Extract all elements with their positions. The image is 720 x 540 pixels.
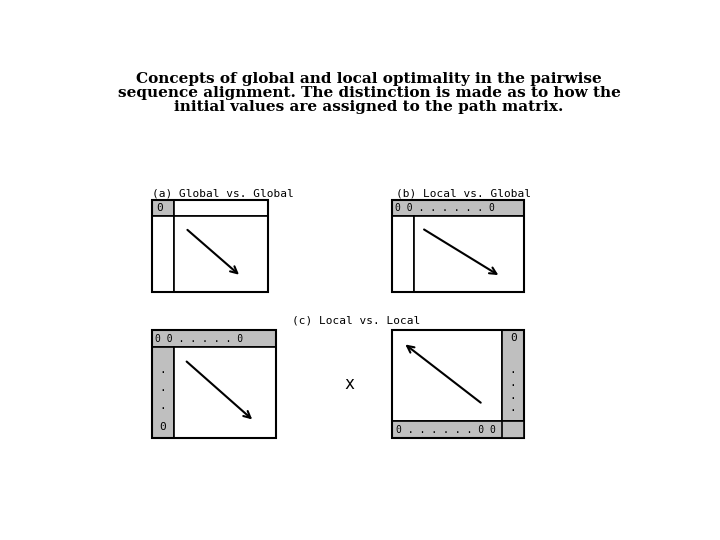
Text: 0: 0 [159, 422, 166, 433]
Bar [392, 421, 524, 438]
Text: initial values are assigned to the path matrix.: initial values are assigned to the path … [174, 100, 564, 114]
Text: (b) Local vs. Global: (b) Local vs. Global [396, 188, 531, 198]
Bar [414, 217, 524, 292]
Text: .: . [510, 391, 516, 401]
Text: 0 0 . . . . . 0: 0 0 . . . . . 0 [155, 334, 243, 344]
Bar [174, 200, 269, 217]
Bar [152, 200, 174, 217]
Bar [152, 330, 276, 347]
Text: .: . [510, 378, 516, 388]
Text: Concepts of global and local optimality in the pairwise: Concepts of global and local optimality … [136, 72, 602, 86]
Text: (a) Global vs. Global: (a) Global vs. Global [152, 188, 294, 198]
Bar [392, 217, 414, 292]
Text: .: . [159, 401, 166, 411]
Bar [152, 347, 174, 438]
Text: .: . [159, 365, 166, 375]
Text: .: . [510, 403, 516, 413]
Text: .: . [510, 364, 516, 375]
Bar [392, 330, 503, 421]
Text: .: . [159, 383, 166, 393]
Bar [392, 200, 524, 217]
Text: 0: 0 [156, 203, 163, 213]
Bar [174, 347, 276, 438]
Bar [152, 217, 174, 292]
Bar [392, 200, 524, 292]
Bar [174, 217, 269, 292]
Text: sequence alignment. The distinction is made as to how the: sequence alignment. The distinction is m… [117, 86, 621, 100]
Text: (c) Local vs. Local: (c) Local vs. Local [292, 315, 420, 325]
Bar [392, 330, 524, 438]
Text: 0 . . . . . . 0 0: 0 . . . . . . 0 0 [396, 425, 496, 435]
Bar [503, 330, 524, 421]
Text: 0: 0 [510, 333, 516, 343]
Text: x: x [345, 375, 355, 393]
Bar [152, 330, 276, 438]
Bar [152, 200, 269, 292]
Text: 0 0 . . . . . . 0: 0 0 . . . . . . 0 [395, 203, 495, 213]
Bar [503, 421, 524, 438]
